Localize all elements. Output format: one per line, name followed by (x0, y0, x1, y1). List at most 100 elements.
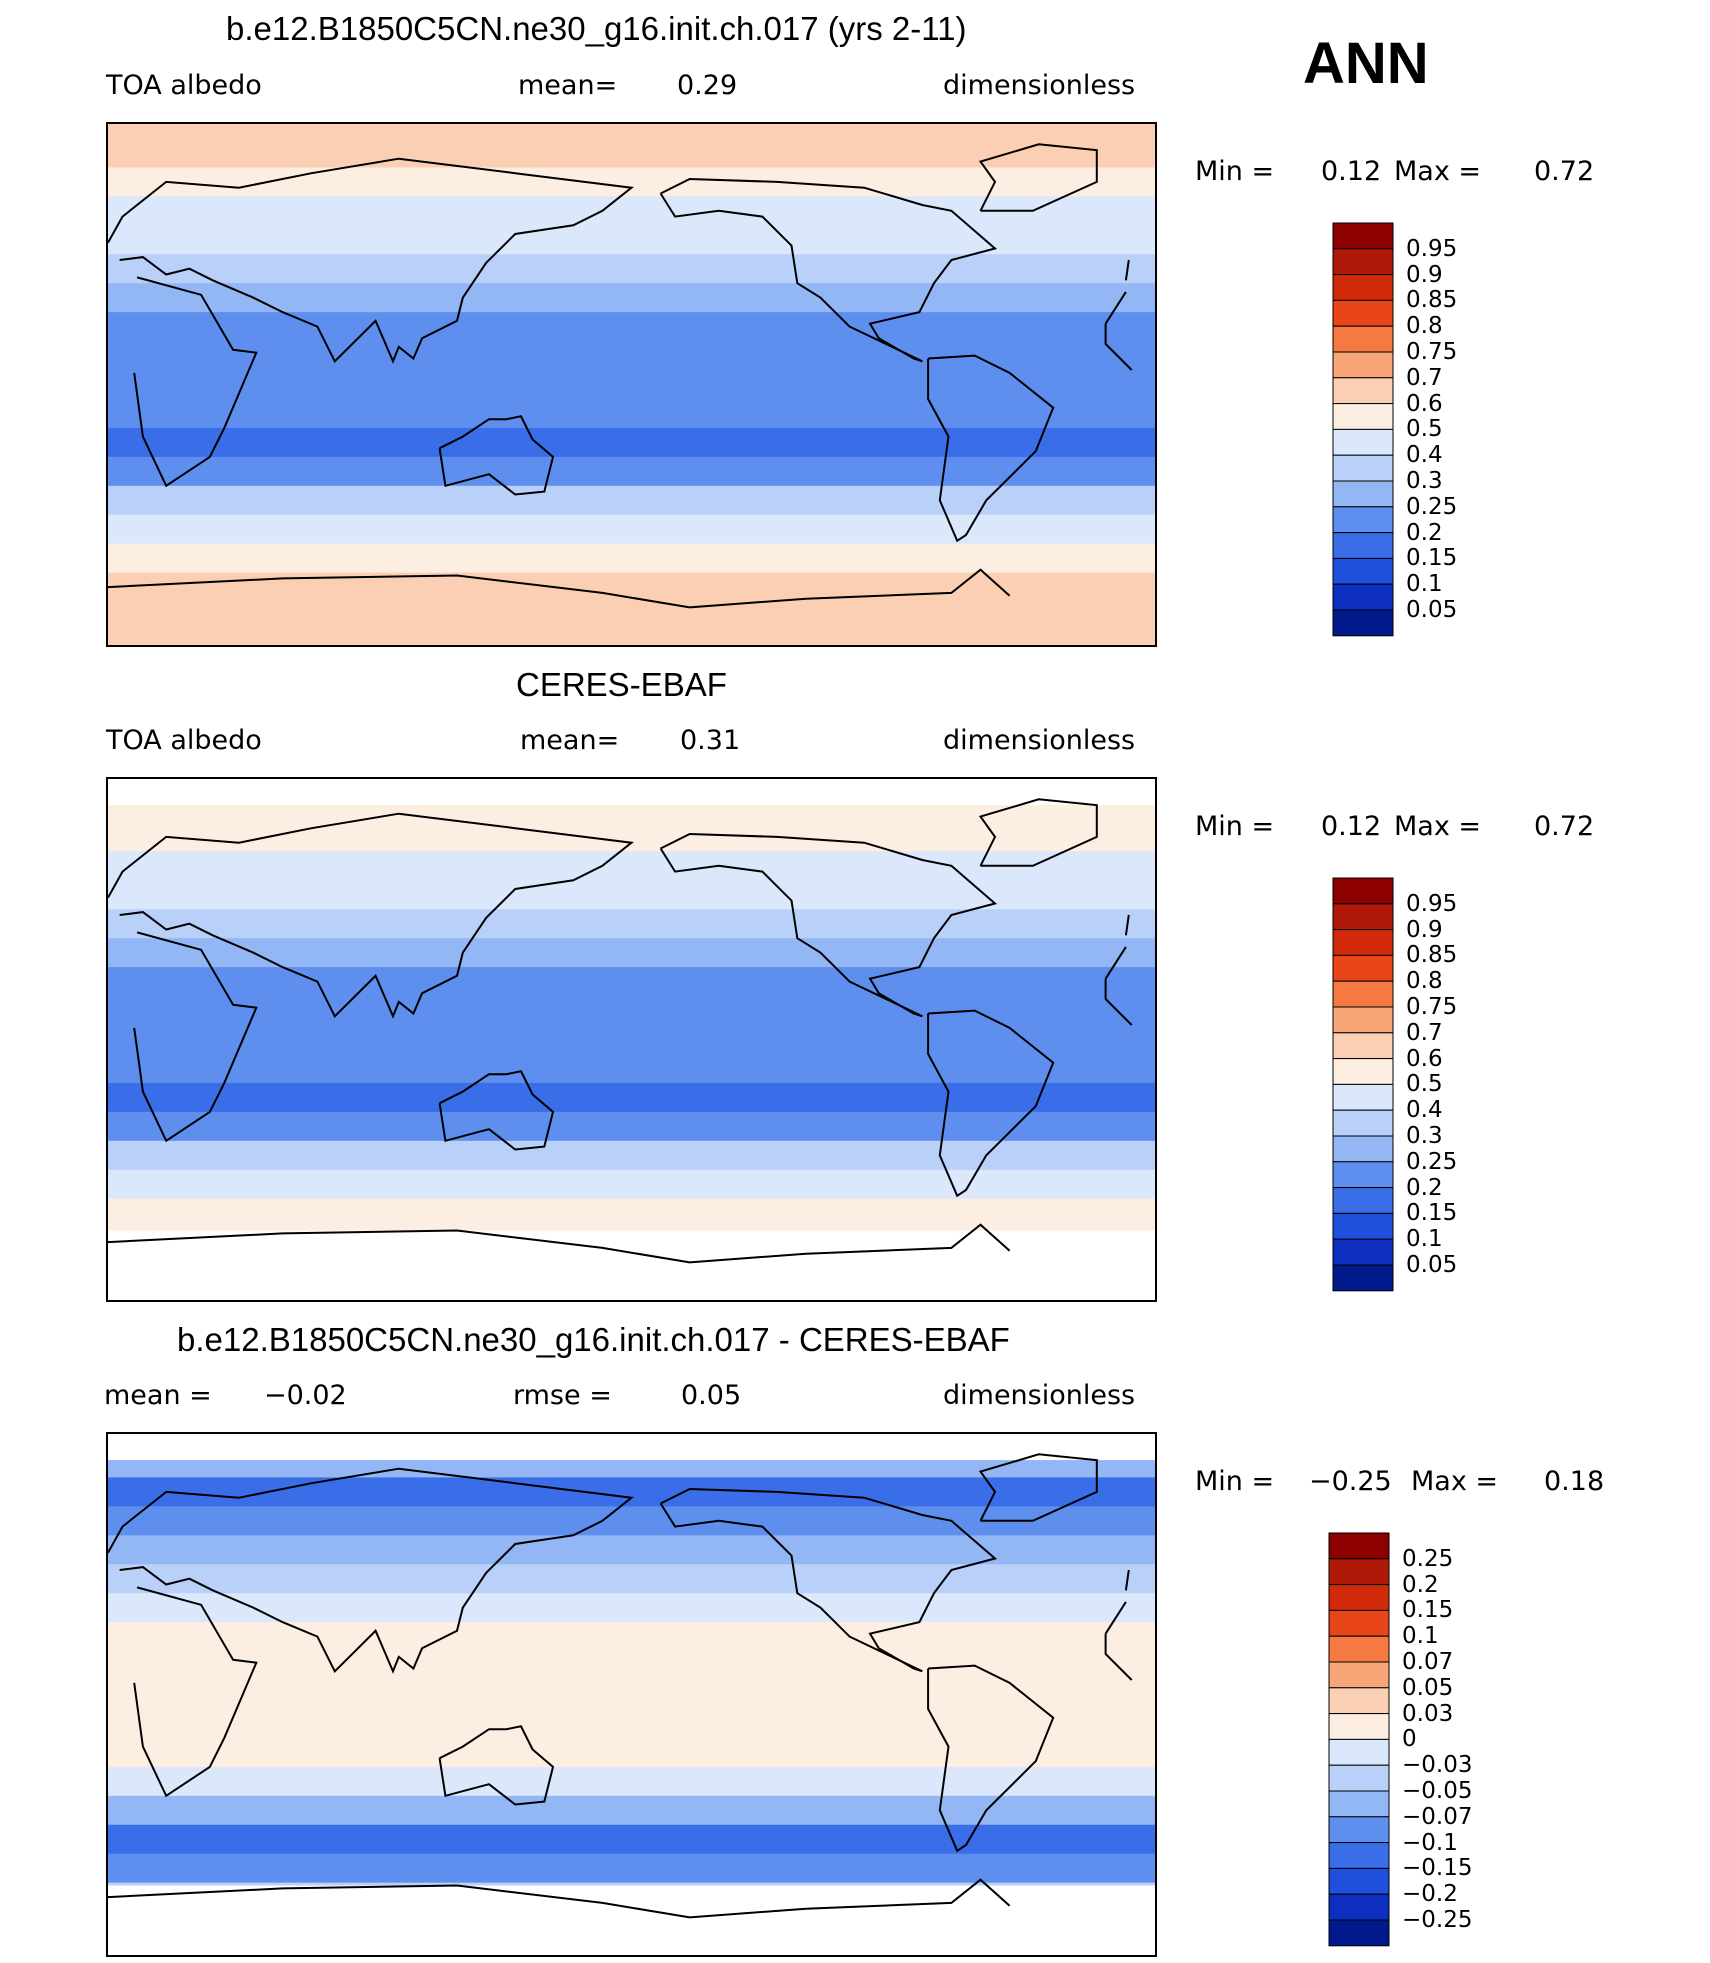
panel-3-colorbar: 0.25 0.2 0.15 0.1 0.07 0.05 0.03 0 −0.03 −0.05 −0.… (1328, 1532, 1572, 1949)
colorbar-tick-label: 0.9 (1406, 261, 1443, 288)
zonal-band (108, 967, 1155, 997)
colorbar-tick-label: 0.2 (1402, 1571, 1439, 1598)
coastline (978, 798, 1098, 867)
colorbar-box (1328, 1764, 1390, 1792)
colorbar-tick-label: 0.8 (1406, 968, 1443, 995)
zonal-band (108, 1535, 1155, 1565)
colorbar-tick-label: 0.6 (1406, 390, 1443, 417)
colorbar-box (1328, 1919, 1390, 1947)
colorbar-tick-label: 0.1 (1402, 1623, 1439, 1650)
colorbar-tick-label: 0.15 (1406, 545, 1458, 572)
panel-1-colorbar: 0.95 0.9 0.85 0.8 0.75 0.7 0.6 0.5 0.4 0.3 0.25 0.2… (1332, 222, 1572, 639)
panel-1-variable-label: TOA albedo (106, 70, 262, 101)
panel-2-mean-value: 0.31 (680, 725, 741, 756)
colorbar-box (1332, 1264, 1394, 1292)
zonal-band (108, 124, 1155, 168)
panel-1-min-value: 0.12 (1321, 156, 1382, 187)
colorbar-tick-label: 0.6 (1406, 1045, 1443, 1072)
colorbar-box (1332, 1109, 1394, 1137)
zonal-band (108, 514, 1155, 545)
coastline (978, 143, 1098, 212)
colorbar-box (1328, 1609, 1390, 1637)
panel-1-units: dimensionless (943, 70, 1136, 101)
zonal-band (108, 485, 1155, 516)
colorbar-tick-label: 0.75 (1406, 994, 1458, 1020)
colorbar-tick-label: −0.07 (1402, 1803, 1473, 1830)
colorbar-tick-label: 0 (1402, 1726, 1417, 1753)
colorbar-box (1332, 1135, 1394, 1163)
colorbar-box (1332, 1161, 1394, 1189)
colorbar-tick-label: 0.5 (1406, 416, 1443, 443)
colorbar-box (1328, 1738, 1390, 1766)
colorbar-tick-label: 0.85 (1406, 287, 1458, 314)
zonal-band (108, 996, 1155, 1026)
coastline (659, 1487, 998, 1673)
coastline (659, 177, 998, 363)
zonal-band (108, 1477, 1155, 1507)
zonal-band (108, 167, 1155, 197)
colorbar-tick-label: 0.8 (1406, 313, 1443, 340)
colorbar-box (1332, 1006, 1394, 1034)
colorbar-tick-label: 0.7 (1406, 1019, 1443, 1046)
zonal-band (108, 1651, 1155, 1681)
colorbar-box (1328, 1635, 1390, 1663)
colorbar-tick-label: 0.1 (1406, 571, 1443, 598)
colorbar-tick-label: 0.85 (1406, 942, 1458, 969)
colorbar-box (1328, 1893, 1390, 1921)
zonal-band (108, 1737, 1155, 1768)
colorbar-box (1332, 609, 1394, 637)
panel-1-max-value: 0.72 (1534, 156, 1595, 187)
coastline (133, 1586, 1133, 1798)
panel-3-units: dimensionless (943, 1380, 1136, 1411)
panel-2-colorbar: 0.95 0.9 0.85 0.8 0.75 0.7 0.6 0.5 0.4 0.3 0.25 0.2… (1332, 877, 1572, 1294)
colorbar-tick-label: 0.07 (1402, 1649, 1454, 1675)
colorbar-box (1328, 1790, 1390, 1818)
zonal-band (108, 1622, 1155, 1652)
colorbar-tick-label: −0.15 (1402, 1855, 1473, 1882)
colorbar-box (1332, 903, 1394, 931)
colorbar-box (1328, 1816, 1390, 1844)
map-plot (108, 1434, 1155, 1955)
coastline (927, 1664, 1055, 1853)
zonal-band (108, 1795, 1155, 1826)
colorbar-box (1332, 877, 1394, 905)
colorbar-box (1328, 1532, 1390, 1560)
zonal-band (108, 427, 1155, 458)
panel-2-min-label: Min = (1195, 811, 1275, 842)
zonal-band (108, 601, 1155, 645)
panel-3-min-label: Min = (1195, 1466, 1275, 1497)
zonal-band (108, 1025, 1155, 1055)
zonal-band (108, 1111, 1155, 1142)
colorbar-box (1332, 583, 1394, 611)
zonal-band (108, 1680, 1155, 1710)
colorbar-box (1332, 274, 1394, 301)
colorbar-tick-label: −0.1 (1402, 1829, 1458, 1856)
colorbar-tick-label: 0.3 (1406, 468, 1443, 494)
panel-2-min-value: 0.12 (1321, 811, 1382, 842)
zonal-band (108, 543, 1155, 574)
colorbar-box (1332, 222, 1394, 250)
zonal-band (108, 254, 1155, 284)
colorbar-tick-label: 0.5 (1406, 1071, 1443, 1098)
zonal-band (108, 1766, 1155, 1797)
panel-3-title: b.e12.B1850C5CN.ne30_g16.init.ch.017 - C… (177, 1321, 1010, 1358)
panel-3-max-label: Max = (1411, 1466, 1499, 1497)
colorbar-box (1332, 248, 1394, 276)
missing-data-region (108, 1230, 1155, 1300)
season-label: ANN (1303, 31, 1429, 96)
colorbar-tick-label: 0.05 (1402, 1674, 1454, 1701)
colorbar-tick-label: 0.2 (1406, 519, 1443, 546)
colorbar-box (1332, 1212, 1394, 1240)
colorbar-box (1332, 403, 1394, 430)
missing-data-region (108, 1434, 1155, 1461)
coastline (927, 354, 1055, 543)
colorbar-tick-label: 0.25 (1402, 1545, 1454, 1572)
colorbar-box (1332, 929, 1394, 956)
panel-1-mean-label: mean= (518, 70, 618, 101)
colorbar-boxes (1332, 222, 1394, 637)
colorbar-box (1332, 325, 1394, 353)
colorbar-box (1332, 1238, 1394, 1266)
colorbar-box (1328, 1867, 1390, 1895)
panel-1-min-label: Min = (1195, 156, 1275, 187)
colorbar-boxes (1328, 1532, 1390, 1947)
